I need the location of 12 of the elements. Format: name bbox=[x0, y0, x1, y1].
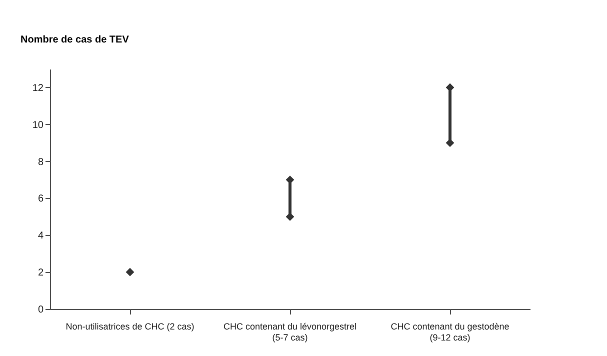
y-tick-label: 0 bbox=[38, 304, 44, 316]
x-tick-label: CHC contenant du gestodène (9-12 cas) bbox=[390, 322, 510, 342]
point bbox=[126, 268, 134, 276]
y-axis-title: Nombre de cas de TEV bbox=[20, 34, 130, 46]
y-tick-label: 2 bbox=[38, 268, 44, 279]
y-tick-label: 10 bbox=[32, 120, 44, 131]
y-tick-label: 8 bbox=[38, 156, 44, 168]
y-tick-label: 12 bbox=[32, 82, 44, 94]
y-tick-label: 6 bbox=[38, 194, 44, 205]
y-tick-label: 4 bbox=[38, 230, 44, 242]
x-tick-label: Non-utilisatrices de CHC (2 cas) bbox=[66, 322, 194, 332]
x-tick-label: CHC contenant du lévonorgestrel (5-7 cas) bbox=[223, 322, 357, 342]
